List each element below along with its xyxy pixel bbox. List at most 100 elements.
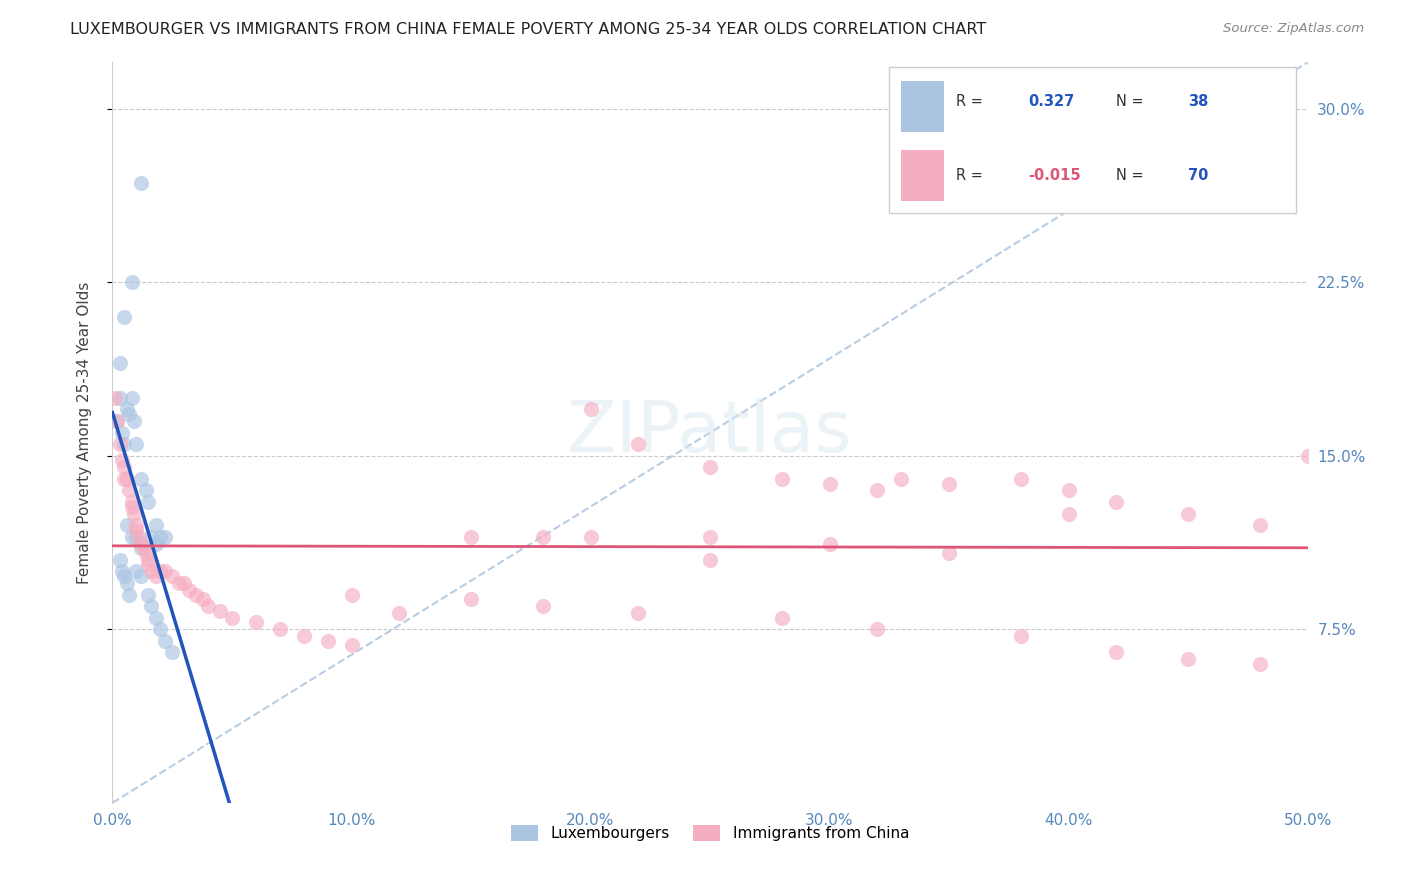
Point [122,507,145,521]
Point [114,460,135,475]
Text: 0.327: 0.327 [1028,95,1074,110]
Point [125,437,148,451]
Text: Source: ZipAtlas.com: Source: ZipAtlas.com [1223,22,1364,36]
Point [890,472,912,486]
Text: N =: N = [1116,169,1149,184]
Point [699,553,721,567]
Point [627,437,650,451]
Text: LUXEMBOURGER VS IMMIGRANTS FROM CHINA FEMALE POVERTY AMONG 25-34 YEAR OLDS CORRE: LUXEMBOURGER VS IMMIGRANTS FROM CHINA FE… [70,22,987,37]
Bar [901,81,945,132]
Point [138,495,160,509]
Point [173,576,195,591]
Point [108,437,131,451]
Point [938,546,960,560]
Point [193,592,215,607]
Point [1105,645,1128,659]
Point [938,476,960,491]
Point [1177,652,1199,666]
Y-axis label: Female Poverty Among 25-34 Year Olds: Female Poverty Among 25-34 Year Olds [77,282,91,583]
Point [145,610,167,624]
Point [129,536,152,550]
Point [108,391,131,405]
Point [121,275,143,289]
Point [1249,518,1271,533]
Point [138,553,160,567]
Point [340,588,363,602]
Point [125,523,148,537]
Point [139,530,162,544]
Point [114,569,135,583]
Point [104,391,127,405]
Point [105,414,128,428]
Text: N =: N = [1116,95,1149,110]
Point [121,495,143,509]
Point [818,476,841,491]
Point [139,565,162,579]
Point [245,615,267,630]
Point [1296,449,1319,463]
Point [340,639,363,653]
Point [177,582,200,597]
Point [125,518,148,533]
Point [129,569,152,583]
Point [121,391,143,405]
Point [129,472,152,486]
Point [125,530,148,544]
Point [145,536,167,550]
Point [111,565,134,579]
Point [699,460,721,475]
Point [153,633,176,648]
Point [145,518,167,533]
Point [162,569,183,583]
Text: 70: 70 [1188,169,1208,184]
Point [460,592,482,607]
Point [1057,483,1080,498]
Point [118,588,141,602]
Point [770,472,793,486]
Point [111,453,134,467]
Point [531,599,554,614]
Text: -0.015: -0.015 [1028,169,1081,184]
Text: R =: R = [956,169,988,184]
Point [169,576,191,591]
Point [579,402,602,417]
Point [138,558,160,572]
Point [316,633,339,648]
Point [115,472,138,486]
Point [153,565,176,579]
Text: ZIPatlas: ZIPatlas [567,398,853,467]
Point [149,622,172,636]
Point [460,530,482,544]
Text: R =: R = [956,95,988,110]
Point [105,414,128,428]
Point [579,530,602,544]
Point [132,541,155,556]
Point [114,437,135,451]
Point [292,629,315,643]
Point [138,588,160,602]
Point [115,518,138,533]
Point [121,530,143,544]
Point [866,622,889,636]
Point [122,414,145,428]
Point [114,472,135,486]
Point [531,530,554,544]
Point [114,310,135,324]
Point [111,425,134,440]
Point [108,553,131,567]
Point [1177,507,1199,521]
Point [153,530,176,544]
Legend: Luxembourgers, Immigrants from China: Luxembourgers, Immigrants from China [505,819,915,847]
Point [125,565,148,579]
Point [269,622,291,636]
Point [118,483,141,498]
Point [1105,495,1128,509]
Point [1010,629,1032,643]
Point [139,599,162,614]
Point [818,536,841,550]
Point [197,599,219,614]
Point [699,530,721,544]
Point [221,610,243,624]
Point [866,483,889,498]
Point [149,530,172,544]
